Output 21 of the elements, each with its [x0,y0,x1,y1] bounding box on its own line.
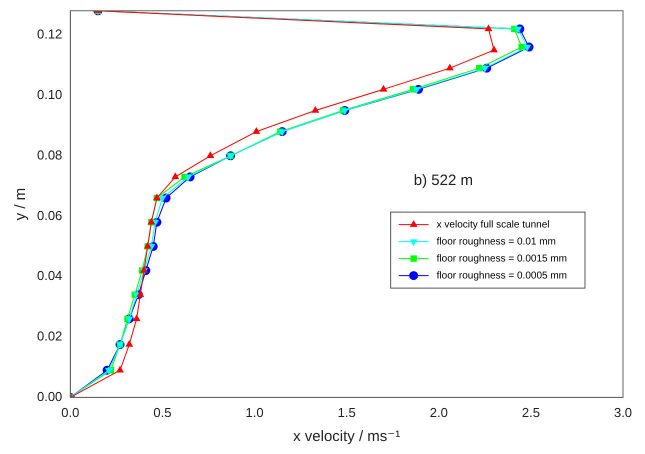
x-tick-label: 3.0 [614,404,632,420]
legend-label: floor roughness = 0.01 mm [436,236,556,248]
y-axis-title: y / m [12,188,30,220]
y-tick-label: 0.10 [36,86,62,102]
x-tick-label: 1.0 [245,404,264,420]
y-tick-label: 0.08 [36,147,62,162]
y-tick-label: 0.04 [36,268,62,284]
x-tick-label: 1.5 [338,404,356,420]
legend-label: x velocity full scale tunnel [436,219,550,230]
x-tick-label: 2.5 [522,404,540,420]
legend-label: floor roughness = 0.0005 mm [436,270,568,282]
x-tick-label: 0.5 [153,404,172,420]
x-tick-label: 0.0 [61,404,80,420]
y-tick-label: 0.12 [36,26,62,42]
y-tick-label: 0.06 [36,208,62,223]
legend-label: floor roughness = 0.0015 mm [436,253,568,264]
y-tick-label: 0.02 [36,328,62,344]
y-tick-label: 0.00 [36,388,62,404]
annotation: b) 522 m [414,172,473,190]
x-tick-label: 2.0 [430,404,448,420]
x-axis-title: x velocity / ms⁻¹ [293,428,400,446]
